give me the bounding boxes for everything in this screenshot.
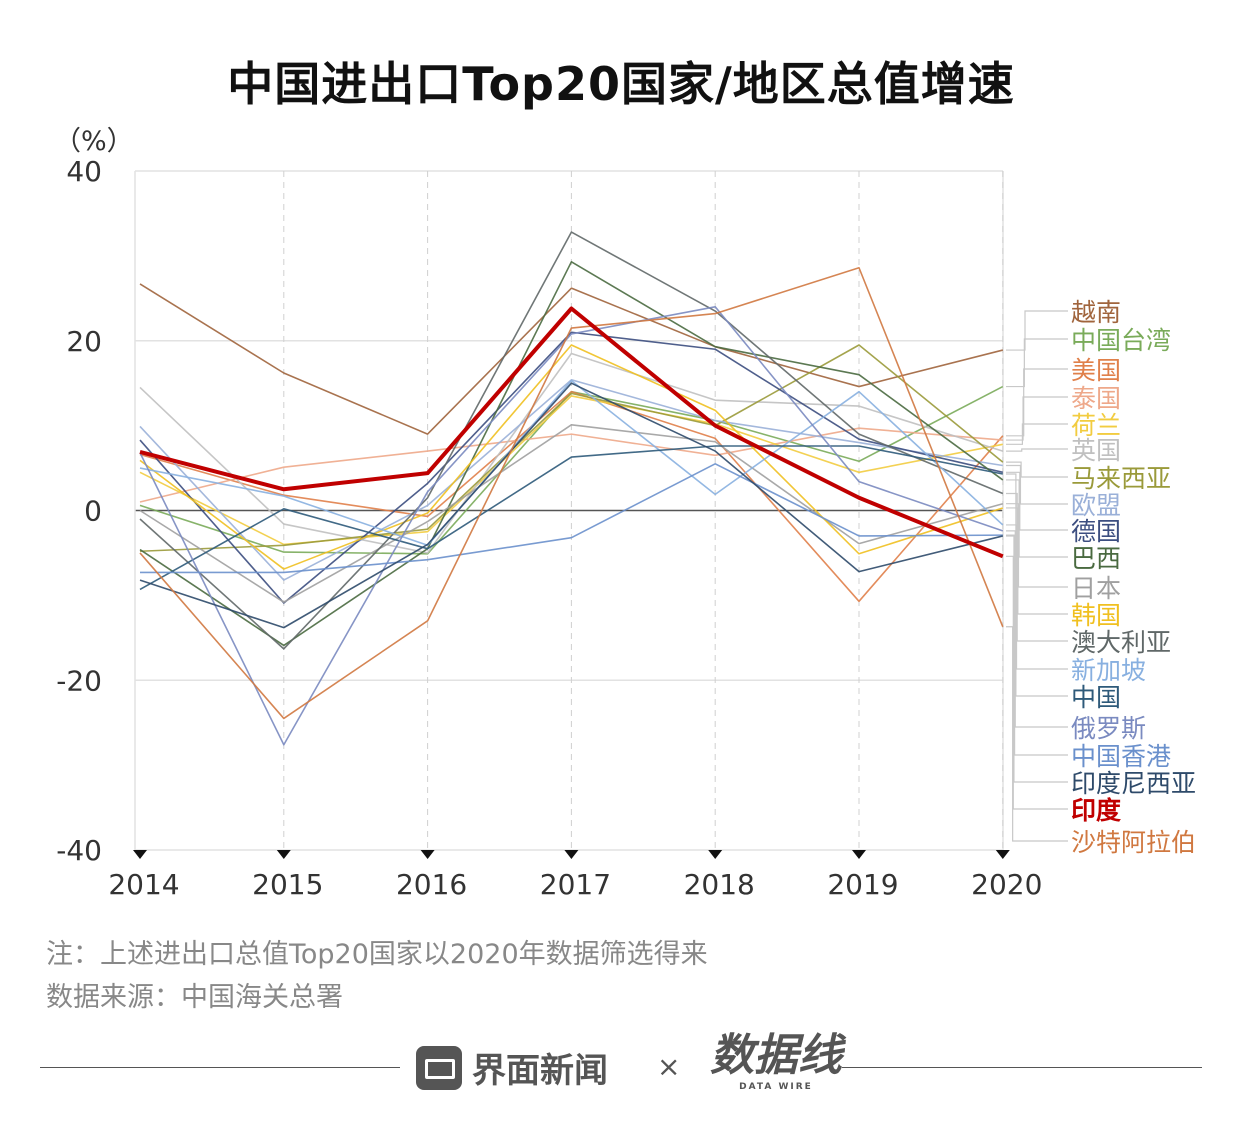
legend-leader-line: [1006, 507, 1068, 615]
x-tick-label: 2015: [252, 868, 323, 901]
x-tick-marker: [995, 850, 1010, 859]
x-tick-label: 2019: [827, 868, 898, 901]
legend-label: 中国台湾: [1071, 326, 1171, 355]
x-tick-marker: [420, 850, 435, 859]
legend-label: 新加坡: [1071, 656, 1146, 685]
datawire-logo: 数据线 DATA WIRE: [710, 1030, 842, 1092]
legend-leader-line: [1006, 310, 1068, 351]
datawire-logo-text: 数据线: [710, 1030, 842, 1081]
x-tick-label: 2014: [108, 868, 179, 901]
chart-title: 中国进出口Top20国家/地区总值增速: [227, 57, 1015, 111]
data-source: 数据来源：中国海关总署: [46, 982, 343, 1013]
y-tick-label: 40: [66, 155, 102, 188]
x-tick-label: 2018: [684, 868, 755, 901]
times-sign: ×: [657, 1050, 681, 1083]
legend-leader-line: [1006, 464, 1068, 505]
legend-label: 英国: [1071, 436, 1121, 465]
jiemian-logo-icon: [416, 1045, 462, 1090]
legend-leader-line: [1006, 368, 1068, 437]
series-line-中国: [139, 445, 1003, 591]
legend-leader-line: [1006, 479, 1068, 558]
legend-leader-line: [1006, 534, 1068, 756]
x-tick-label: 2016: [396, 868, 467, 901]
legend-label: 欧盟: [1071, 491, 1121, 520]
legend-leader-line: [1006, 471, 1068, 531]
x-tick-marker: [852, 850, 866, 859]
series-line-美国: [139, 390, 1004, 603]
legend-label: 印度: [1071, 796, 1121, 825]
legend-leader-line: [1006, 492, 1068, 642]
footer-divider-right: [842, 1067, 1202, 1068]
chart-note: 注：上述进出口总值Top20国家以2020年数据筛选得来: [46, 939, 708, 970]
datawire-logo-subtext: DATA WIRE: [739, 1082, 813, 1092]
legend-label: 泰国: [1071, 384, 1121, 413]
jiemian-logo-text: 界面新闻: [472, 1051, 608, 1091]
x-tick-marker: [276, 850, 291, 859]
legend-leader-line: [1006, 338, 1068, 388]
legend-label: 印度尼西亚: [1071, 769, 1196, 798]
jiemian-logo: 界面新闻: [416, 1043, 608, 1092]
y-tick-label: 20: [66, 325, 102, 358]
series-line-新加坡: [139, 379, 1004, 547]
series-line-日本: [139, 423, 1004, 603]
legend: 越南中国台湾美国泰国荷兰英国马来西亚欧盟德国巴西日本韩国澳大利亚新加坡中国俄罗斯…: [1006, 298, 1196, 857]
legend-label: 澳大利亚: [1071, 628, 1171, 657]
series-line-荷兰: [139, 395, 1003, 546]
legend-leader-line: [1006, 626, 1068, 842]
x-tick-marker: [133, 850, 147, 859]
series-line-巴西: [139, 261, 1004, 647]
series-line-越南: [139, 283, 1003, 435]
legend-leader-line: [1006, 448, 1068, 452]
legend-label: 美国: [1071, 356, 1121, 385]
legend-leader-line: [1006, 530, 1068, 728]
legend-leader-line: [1006, 396, 1068, 441]
series-line-沙特阿拉伯: [139, 266, 1004, 720]
y-tick-label: -20: [56, 664, 102, 697]
footer-divider-left: [40, 1067, 400, 1068]
legend-leader-line: [1006, 423, 1068, 445]
legend-label: 沙特阿拉伯: [1071, 828, 1196, 857]
grid: [134, 170, 1004, 851]
x-tick-label: 2020: [971, 868, 1042, 901]
series-line-中国香港: [140, 463, 1003, 574]
x-tick-marker: [708, 850, 723, 859]
y-axis-label: （%）: [54, 126, 134, 157]
series-line-泰国: [139, 427, 1003, 503]
legend-leader-line: [1006, 535, 1068, 783]
series-line-德国: [139, 331, 1003, 604]
legend-label: 巴西: [1071, 544, 1121, 573]
series-lines: [139, 231, 1004, 746]
legend-label: 马来西亚: [1071, 464, 1171, 493]
legend-leader-line: [1006, 461, 1068, 478]
x-tick-label: 2017: [540, 868, 611, 901]
legend-label: 德国: [1071, 517, 1121, 546]
series-line-印度尼西亚: [139, 382, 1003, 629]
legend-label: 俄罗斯: [1071, 714, 1146, 743]
series-line-澳大利亚: [139, 231, 1004, 650]
y-tick-label: -40: [56, 834, 102, 867]
y-tick-label: 0: [84, 495, 102, 528]
legend-leader-line: [1006, 555, 1068, 810]
series-line-欧盟: [139, 378, 1003, 581]
series-line-马来西亚: [139, 344, 1004, 553]
legend-leader-line: [1006, 524, 1068, 670]
legend-leader-line: [1006, 503, 1068, 588]
legend-leader-line: [1006, 473, 1068, 697]
series-line-韩国: [139, 344, 1004, 570]
series-line-英国: [139, 352, 1004, 554]
series-line-印度: [139, 306, 1004, 559]
legend-label: 中国香港: [1071, 742, 1171, 771]
series-line-俄罗斯: [139, 305, 1004, 746]
legend-label: 荷兰: [1071, 411, 1121, 440]
legend-label: 越南: [1071, 298, 1121, 327]
x-tick-marker: [564, 850, 579, 859]
legend-label: 日本: [1071, 574, 1121, 603]
legend-label: 韩国: [1071, 601, 1121, 630]
legend-label: 中国: [1071, 683, 1121, 712]
